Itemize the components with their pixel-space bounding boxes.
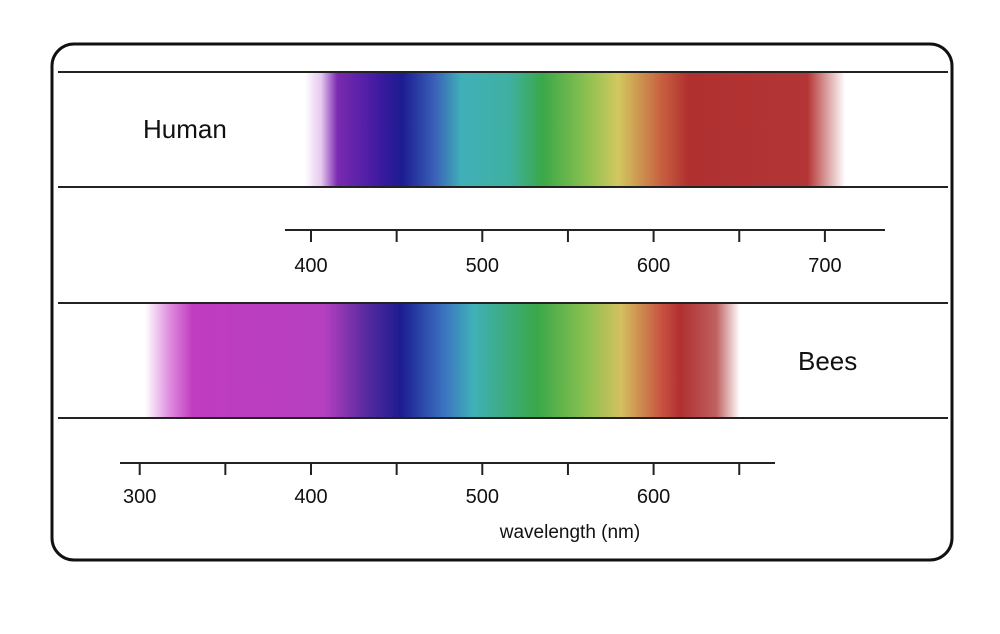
panel-label: Bees (798, 346, 857, 376)
human-spectrum (305, 73, 845, 186)
tick-label: 500 (466, 255, 499, 277)
axis-label: wavelength (nm) (499, 522, 640, 543)
tick-label: 300 (123, 486, 156, 508)
tick-label: 600 (637, 486, 670, 508)
tick-label: 600 (637, 255, 670, 277)
tick-label: 400 (294, 486, 327, 508)
bees-spectrum (145, 304, 740, 417)
frame (50, 42, 954, 562)
panel-label: Human (143, 114, 227, 144)
tick-label: 500 (466, 486, 499, 508)
tick-label: 700 (808, 255, 841, 277)
tick-label: 400 (294, 255, 327, 277)
